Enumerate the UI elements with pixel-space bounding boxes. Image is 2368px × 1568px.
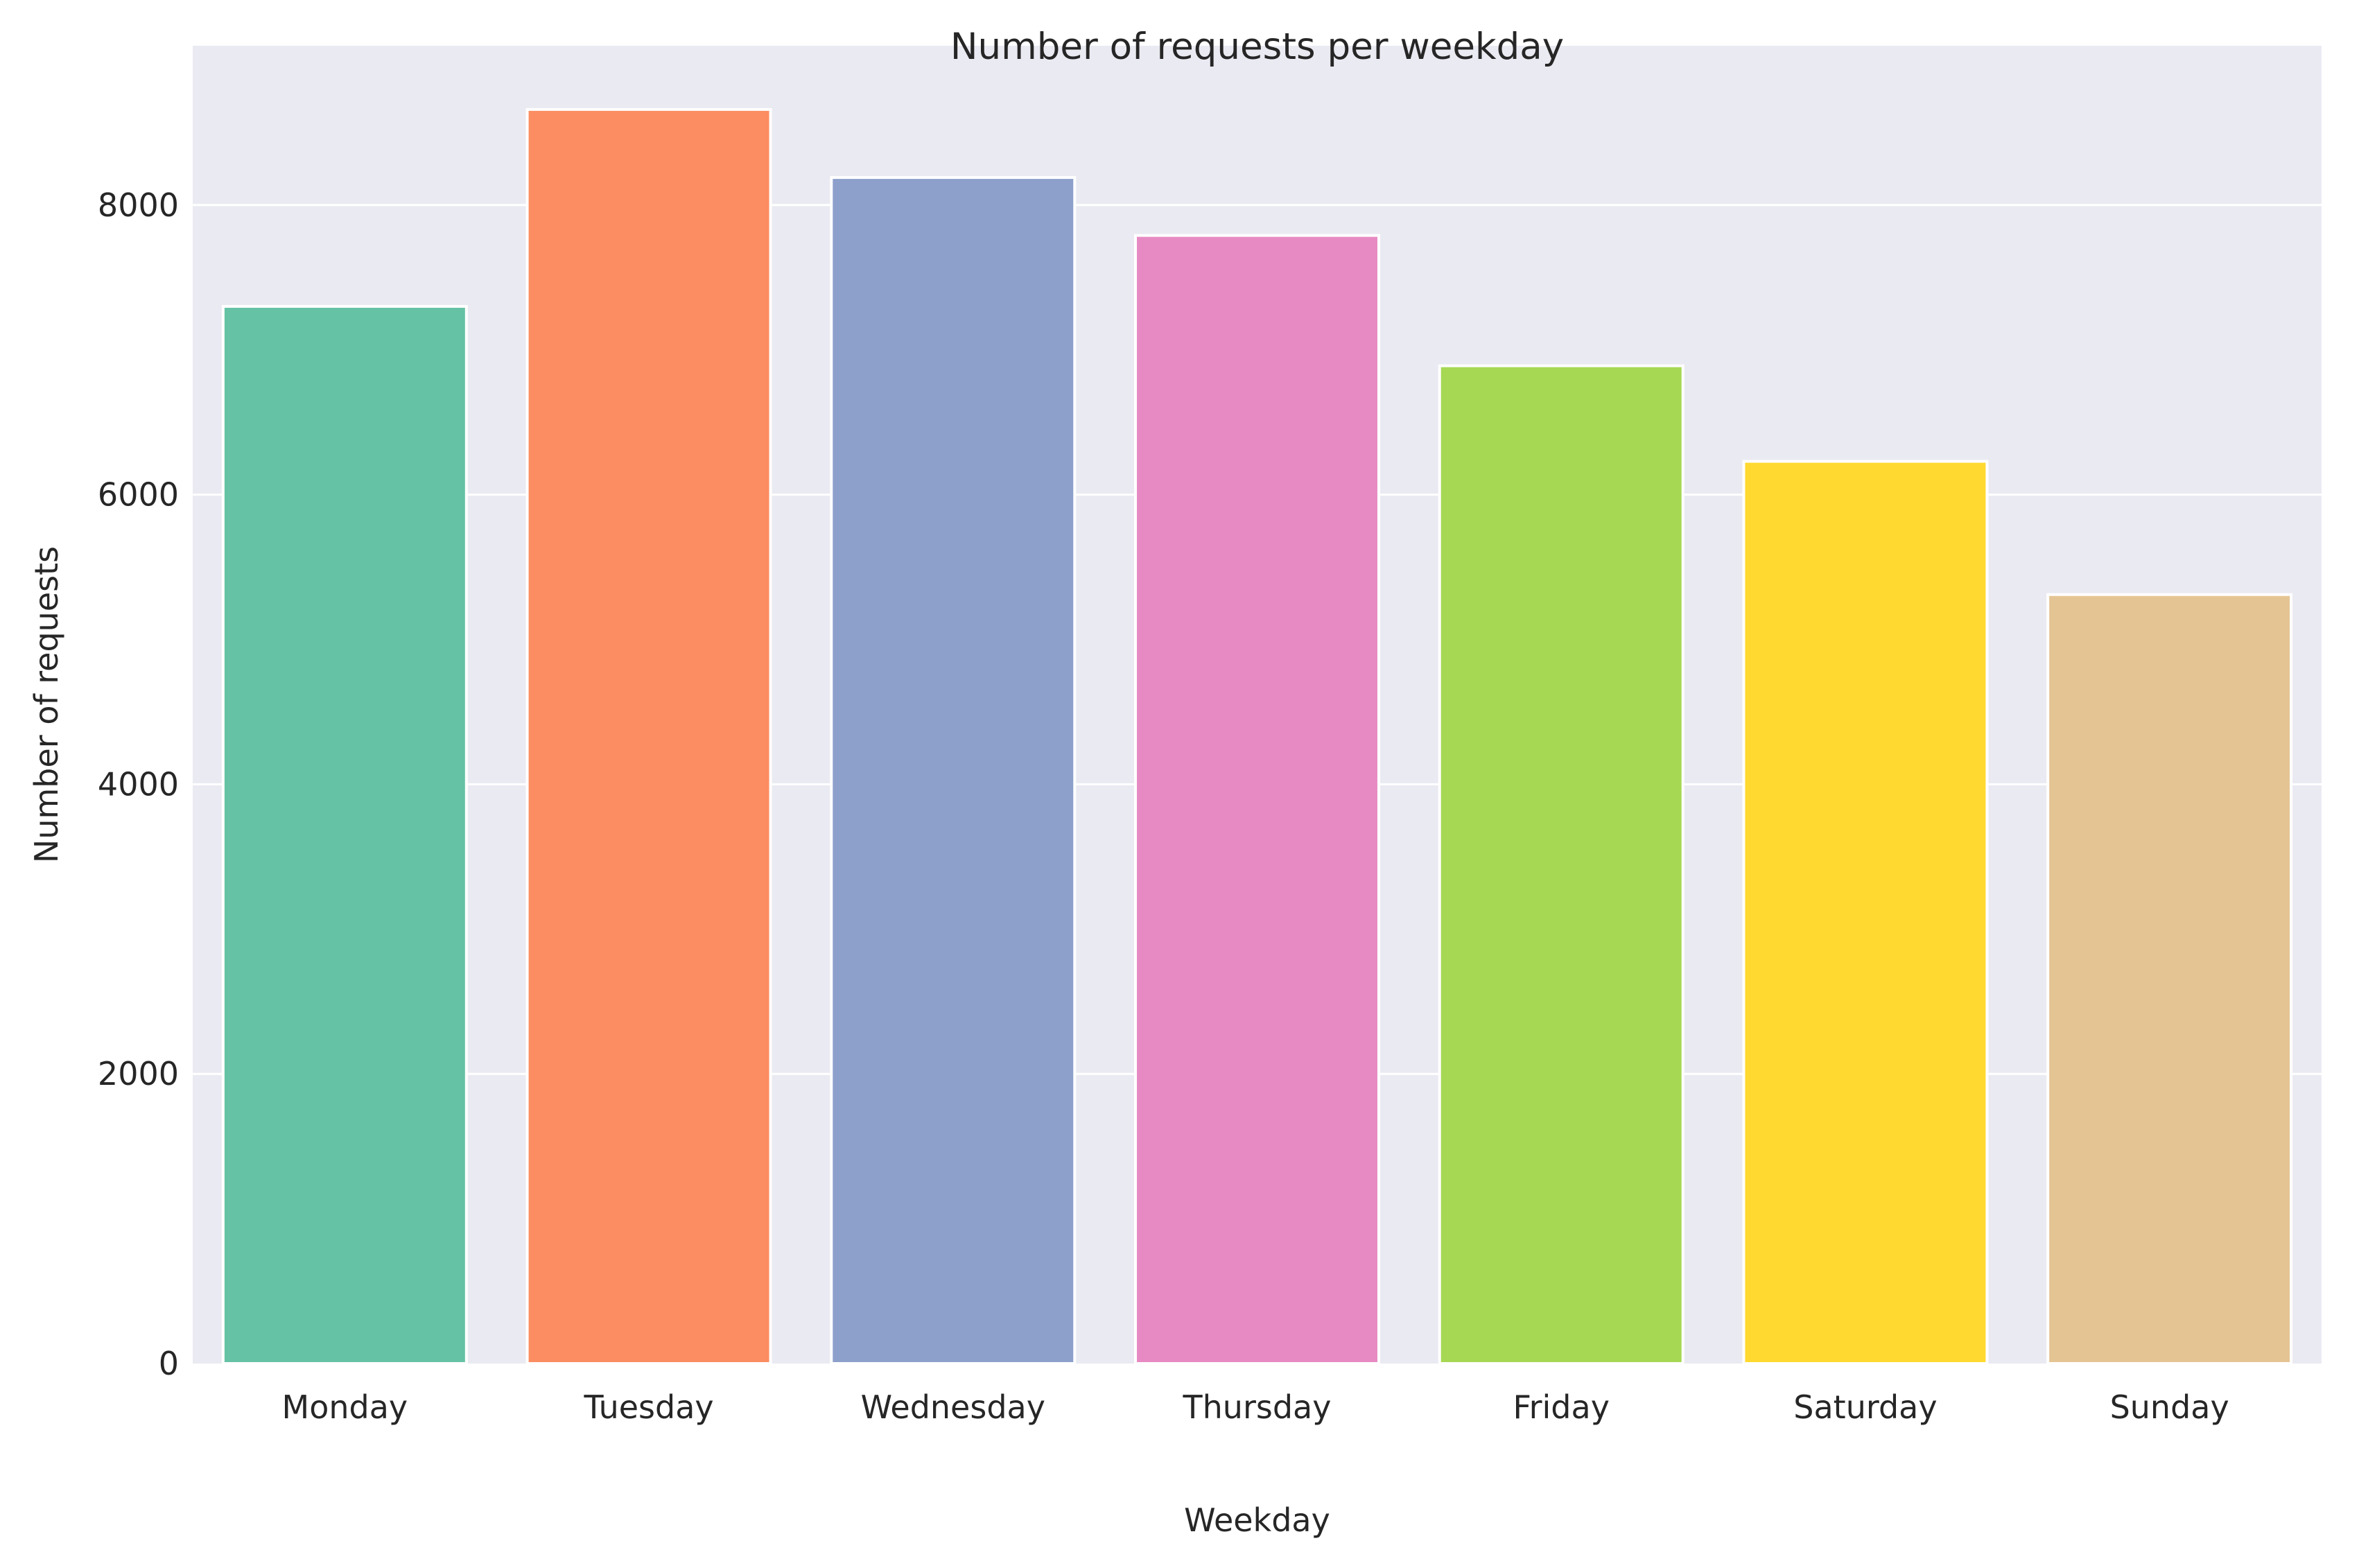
x-tick-label: Thursday — [1183, 1388, 1332, 1426]
x-tick-labels: Monday Tuesday Wednesday Thursday Friday Satu… — [282, 1388, 2229, 1426]
x-tick-label: Monday — [282, 1388, 408, 1426]
bars — [221, 107, 2293, 1366]
y-tick-label: 6000 — [98, 476, 179, 514]
x-tick-label: Friday — [1513, 1388, 1610, 1426]
bar-monday — [221, 305, 468, 1365]
bar-friday — [1438, 364, 1684, 1366]
x-tick-label: Saturday — [1793, 1388, 1937, 1426]
y-tick-label: 4000 — [98, 765, 179, 803]
bar-saturday — [1742, 460, 1989, 1365]
bar-sunday — [2046, 593, 2293, 1366]
y-tick-label: 2000 — [98, 1055, 179, 1092]
chart-title: Number of requests per weekday — [950, 26, 1564, 68]
x-tick-label: Sunday — [2110, 1388, 2229, 1426]
bar-tuesday — [525, 107, 772, 1365]
bar-wednesday — [830, 176, 1077, 1366]
x-tick-label: Wednesday — [861, 1388, 1045, 1426]
x-tick-label: Tuesday — [583, 1388, 713, 1426]
bar-thursday — [1134, 234, 1380, 1366]
y-axis-label: Number of requests — [28, 546, 65, 863]
y-tick-label: 0 — [159, 1345, 179, 1382]
x-axis-label: Weekday — [1184, 1501, 1330, 1539]
y-tick-labels: 0 2000 4000 6000 8000 — [98, 186, 179, 1382]
y-tick-label: 8000 — [98, 186, 179, 224]
